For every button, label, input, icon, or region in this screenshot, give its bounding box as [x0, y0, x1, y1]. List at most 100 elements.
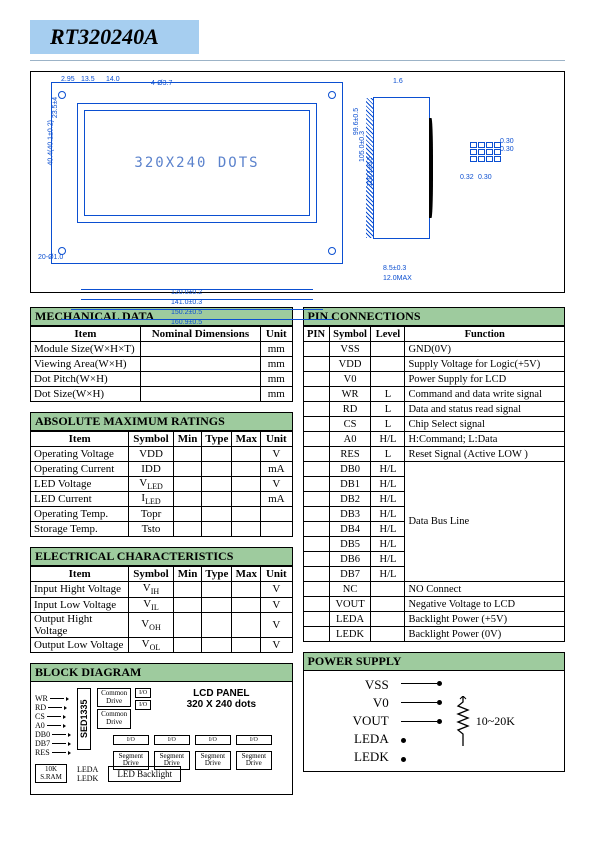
el-h-typ: Type	[202, 567, 232, 582]
table-cell: NC	[329, 582, 371, 597]
table-cell: mA	[261, 492, 292, 507]
table-cell	[303, 507, 329, 522]
table-cell: H/L	[371, 477, 405, 492]
am-h-min: Min	[173, 432, 202, 447]
table-cell: Operating Current	[31, 462, 129, 477]
table-cell: Command and data write signal	[405, 387, 565, 402]
table-cell	[173, 597, 202, 612]
table-cell	[202, 447, 232, 462]
table-cell: DB7	[329, 567, 371, 582]
table-cell	[303, 567, 329, 582]
table-cell: H/L	[371, 507, 405, 522]
dim-pin-c: 0.32	[460, 174, 474, 181]
table-cell	[303, 417, 329, 432]
table-cell: Negative Voltage to LCD	[405, 597, 565, 612]
el-h-sym: Symbol	[129, 567, 173, 582]
table-cell	[173, 477, 202, 492]
table-cell: CS	[329, 417, 371, 432]
table-cell: Tsto	[129, 522, 173, 537]
table-cell: Storage Temp.	[31, 522, 129, 537]
ps-line	[401, 674, 442, 693]
table-cell: VDD	[129, 447, 173, 462]
pin-h-sym: Symbol	[329, 327, 371, 342]
absmax-title: ABSOLUTE MAXIMUM RATINGS	[30, 412, 293, 431]
table-cell	[173, 612, 202, 637]
signal-label: CS	[35, 712, 45, 721]
table-cell: VDD	[329, 357, 371, 372]
mech-h-unit: Unit	[261, 327, 292, 342]
table-cell: Dot Size(W×H)	[31, 387, 141, 402]
table-cell: DB2	[329, 492, 371, 507]
table-cell	[202, 597, 232, 612]
table-cell	[173, 447, 202, 462]
table-cell	[371, 597, 405, 612]
dim-b3: 150.2±0.5	[171, 309, 202, 316]
table-cell	[303, 492, 329, 507]
table-cell: NO Connect	[405, 582, 565, 597]
table-cell: L	[371, 417, 405, 432]
table-cell: LEDK	[329, 627, 371, 642]
table-cell	[371, 342, 405, 357]
table-cell: mm	[261, 372, 292, 387]
dim-b4: 160.9±0.5	[171, 319, 202, 326]
ps-label: V0	[353, 694, 389, 712]
resistor-icon	[454, 696, 472, 746]
table-cell	[232, 582, 261, 597]
pin-h-pin: PIN	[303, 327, 329, 342]
table-cell: H/L	[371, 522, 405, 537]
table-cell	[303, 342, 329, 357]
table-cell	[202, 522, 232, 537]
table-cell	[303, 537, 329, 552]
table-cell: Viewing Area(W×H)	[31, 357, 141, 372]
table-cell: Backlight Power (+5V)	[405, 612, 565, 627]
pin-table: PIN Symbol Level Function VSSGND(0V)VDDS…	[303, 326, 566, 642]
table-cell	[232, 462, 261, 477]
elec-title: ELECTRICAL CHARACTERISTICS	[30, 547, 293, 566]
table-cell	[232, 492, 261, 507]
table-cell	[173, 637, 202, 652]
table-cell	[173, 582, 202, 597]
table-cell	[173, 522, 202, 537]
table-cell	[303, 387, 329, 402]
ps-label: VSS	[353, 676, 389, 694]
table-cell	[303, 357, 329, 372]
el-h-min: Min	[173, 567, 202, 582]
pin-end-view	[470, 142, 501, 162]
page-header: RT320240A	[30, 20, 565, 61]
table-cell: DB6	[329, 552, 371, 567]
mech-h-dim: Nominal Dimensions	[140, 327, 260, 342]
table-cell	[232, 612, 261, 637]
ps-label: VOUT	[353, 712, 389, 730]
signal-label: DB7	[35, 739, 50, 748]
table-cell: VIH	[129, 582, 173, 597]
table-cell: LED Voltage	[31, 477, 129, 492]
left-column: MECHANICAL DATA Item Nominal Dimensions …	[30, 307, 293, 795]
table-cell: A0	[329, 432, 371, 447]
table-cell: Output Low Voltage	[31, 637, 129, 652]
table-cell: V	[261, 477, 292, 492]
table-cell	[303, 402, 329, 417]
table-cell	[232, 522, 261, 537]
table-cell	[303, 522, 329, 537]
page-title: RT320240A	[30, 20, 199, 54]
table-cell: H/L	[371, 537, 405, 552]
table-cell: mm	[261, 387, 292, 402]
table-cell: VOH	[129, 612, 173, 637]
table-cell	[202, 492, 232, 507]
dim-side-t: 1.6	[393, 78, 403, 85]
elec-table: Item Symbol Min Type Max Unit Input High…	[30, 566, 293, 653]
table-cell: L	[371, 447, 405, 462]
table-cell	[232, 447, 261, 462]
ps-label: LEDA	[353, 730, 389, 748]
table-cell: Backlight Power (0V)	[405, 627, 565, 642]
ps-line	[401, 693, 442, 712]
table-cell: Data Bus Line	[405, 462, 565, 582]
table-cell: ILED	[129, 492, 173, 507]
table-cell: VLED	[129, 477, 173, 492]
signal-label: RES	[35, 748, 50, 757]
signal-label: RD	[35, 703, 46, 712]
table-cell	[173, 507, 202, 522]
block-title: BLOCK DIAGRAM	[30, 663, 293, 682]
table-cell	[261, 522, 292, 537]
table-cell: VIL	[129, 597, 173, 612]
